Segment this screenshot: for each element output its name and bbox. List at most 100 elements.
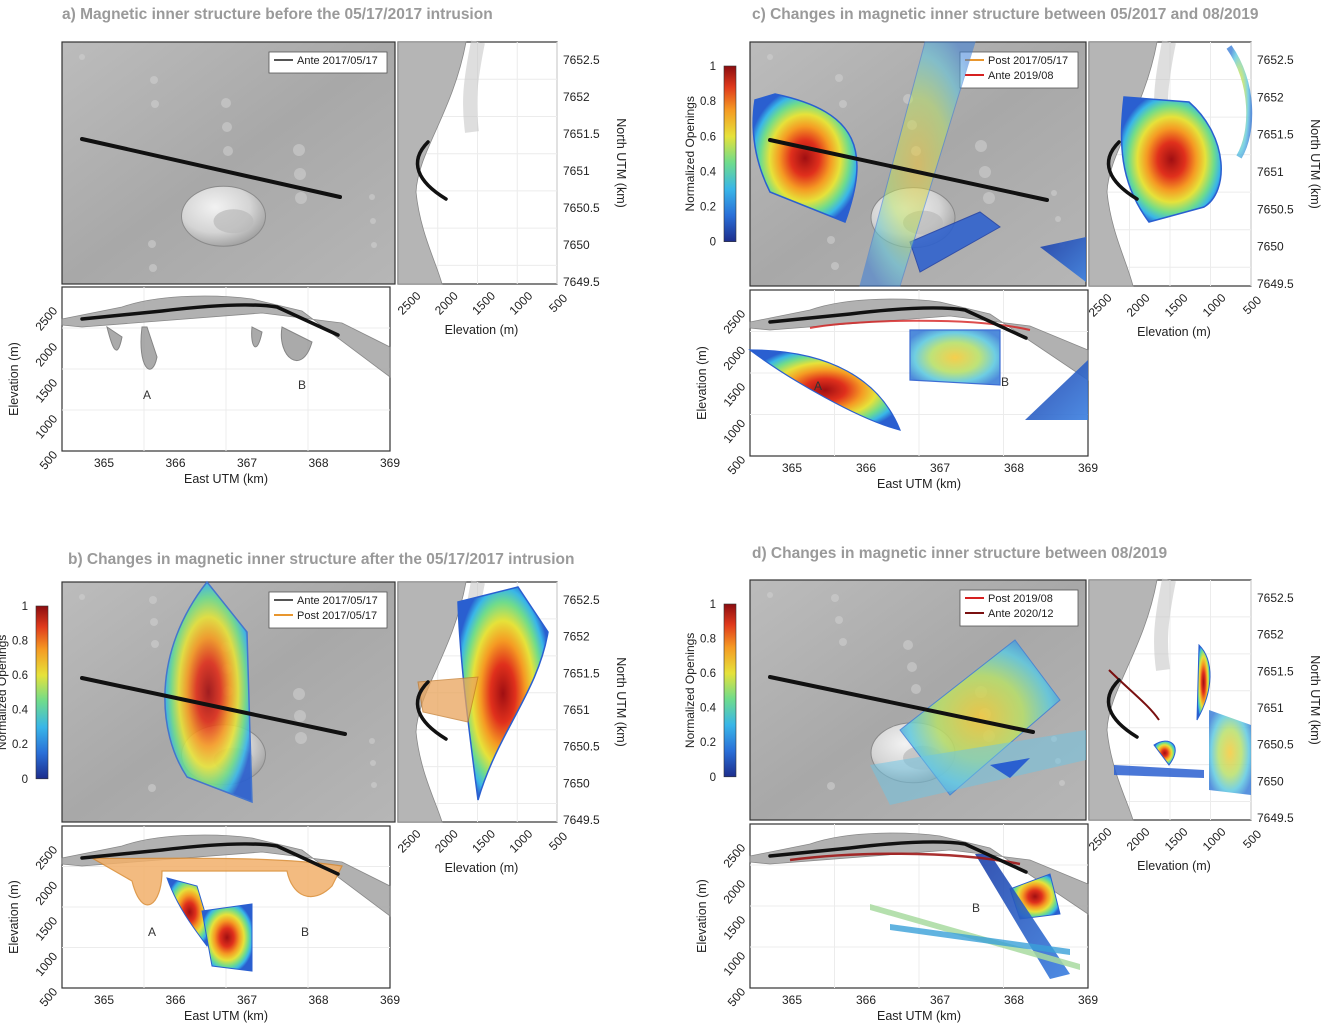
terrain-bump [839, 100, 847, 108]
anomaly-body [859, 41, 976, 287]
terrain-profile [61, 834, 391, 917]
terrain-bump [149, 264, 157, 272]
profile-line [80, 137, 342, 199]
east-tick-label: 369 [1078, 461, 1098, 475]
anomaly-body [1025, 360, 1088, 420]
section-letter-b: B [972, 901, 980, 915]
side-elevation-tick-label: 2000 [432, 289, 461, 318]
profile-line [768, 138, 1049, 202]
colorbar-tick-label: 0.6 [700, 131, 716, 143]
side-elevation-tick-label: 1000 [1200, 825, 1229, 854]
north-tick-label: 7649.5 [563, 813, 600, 827]
legend-label: Post 2019/08 [988, 593, 1053, 605]
volcano-flank [397, 581, 467, 823]
section-letter-b: B [1001, 375, 1009, 389]
terrain-bump [150, 618, 158, 626]
terrain-bump [979, 166, 991, 178]
elevation-tick-label: 500 [725, 453, 749, 478]
north-tick-label: 7652 [1257, 90, 1284, 104]
terrain-bump [907, 662, 917, 672]
colorbar-tick-label: 0.6 [700, 668, 716, 680]
legend-label: Ante 2017/05/17 [297, 55, 378, 67]
terrain-bump [835, 74, 843, 82]
elevation-axis-label: Elevation (m) [695, 346, 709, 420]
east-tick-label: 368 [308, 993, 328, 1007]
east-tick-label: 365 [782, 461, 802, 475]
east-tick-label: 369 [380, 993, 400, 1007]
colorbar-tick-label: 0 [710, 772, 716, 784]
elevation-tick-label: 2000 [720, 877, 748, 907]
terrain-profile [749, 832, 1089, 915]
side-elevation-tick-label: 2500 [1086, 825, 1115, 854]
elevation-tick-label: 2000 [720, 343, 748, 373]
north-tick-label: 7649.5 [1257, 811, 1294, 825]
elevation-tick-label: 2500 [32, 843, 60, 873]
north-tick-label: 7652 [563, 90, 590, 104]
north-tick-label: 7650 [1257, 774, 1284, 788]
legend-box [268, 591, 388, 629]
profile-line [1106, 678, 1139, 739]
side-elevation-axis-label: Elevation (m) [1137, 859, 1211, 873]
section-letter-b: B [301, 925, 309, 939]
colorbar-label: Normalized Openings [683, 633, 697, 748]
east-tick-label: 369 [380, 456, 400, 470]
terrain-bump [293, 144, 305, 156]
panel-c-title: c) Changes in magnetic inner structure b… [752, 6, 1259, 23]
colorbar-tick-label: 1 [22, 601, 28, 613]
terrain-bump [151, 100, 159, 108]
profile-line [768, 306, 1028, 340]
colorbar-tick-label: 0.8 [12, 636, 28, 648]
side-elevation-tick-label: 2500 [395, 289, 424, 318]
volcano-flank [1088, 41, 1158, 287]
elevation-tick-label: 500 [37, 985, 61, 1010]
terrain-bump [371, 242, 377, 248]
north-tick-label: 7652.5 [563, 593, 600, 607]
east-tick-label: 367 [237, 993, 257, 1007]
terrain-bump [370, 218, 376, 224]
anomaly-band [870, 730, 1086, 805]
north-axis-label: North UTM (km) [1308, 655, 1322, 745]
colorbar-label: Normalized Openings [0, 635, 9, 750]
terrain-bump [294, 710, 306, 722]
east-tick-label: 366 [856, 461, 876, 475]
panel-a-title: a) Magnetic inner structure before the 0… [62, 6, 493, 23]
volcano-flank [397, 41, 467, 285]
north-axis-label: North UTM (km) [1308, 119, 1322, 209]
elevation-tick-label: 1000 [720, 949, 748, 979]
side-elevation-axis-label: Elevation (m) [445, 323, 519, 337]
colorbar-tick-label: 0 [22, 774, 28, 786]
contour-line [809, 319, 1031, 331]
terrain-bump [911, 684, 921, 694]
panel-b-title: b) Changes in magnetic inner structure a… [68, 551, 575, 568]
contour-line [789, 852, 1021, 866]
colorbar [723, 65, 737, 242]
north-tick-label: 7651 [1257, 165, 1284, 179]
colorbar-tick-label: 0.2 [700, 202, 716, 214]
volcano-flank [1088, 579, 1158, 821]
anomaly-sheet [1226, 45, 1253, 159]
terrain-bump [79, 54, 85, 60]
elevation-tick-label: 1000 [32, 949, 60, 979]
colorbar [723, 603, 737, 778]
north-tick-label: 7652 [1257, 628, 1284, 642]
elevation-tick-label: 500 [725, 985, 749, 1010]
terrain-bump [295, 192, 307, 204]
side-elevation-tick-label: 500 [1240, 293, 1264, 317]
terrain-bump [151, 640, 159, 648]
elevation-tick-label: 2500 [720, 307, 748, 337]
flank-ridge [463, 40, 485, 133]
elevation-tick-label: 2500 [720, 841, 748, 871]
anomaly-body [1040, 237, 1086, 282]
terrain-bump [148, 240, 156, 248]
terrain-bump [1055, 216, 1061, 222]
anomaly-body [457, 586, 549, 801]
side-elevation-axis-label: Elevation (m) [1137, 325, 1211, 339]
terrain-bump [975, 140, 987, 152]
side-elevation-tick-label: 1500 [469, 289, 498, 318]
anomaly-body [748, 349, 901, 431]
north-tick-label: 7650.5 [1257, 738, 1294, 752]
north-axis-label: North UTM (km) [614, 657, 628, 747]
colorbar-tick-label: 1 [710, 599, 716, 611]
side-elevation-tick-label: 1000 [507, 827, 536, 856]
north-tick-label: 7651 [563, 703, 590, 717]
